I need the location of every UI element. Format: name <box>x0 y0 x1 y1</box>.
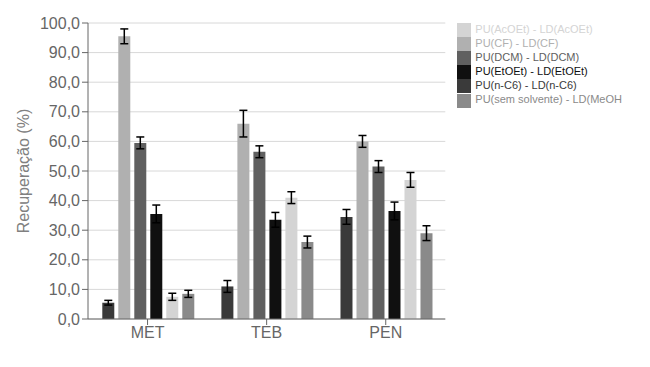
html-text:PU(EtOEt) - LD(EtOEt): PU(EtOEt) - LD(EtOEt) <box>475 65 588 78</box>
svg-text:10,0: 10,0 <box>49 281 80 298</box>
svg-text:80,0: 80,0 <box>49 74 80 91</box>
svg-text:0,0: 0,0 <box>58 311 80 328</box>
svg-text:30,0: 30,0 <box>49 222 80 239</box>
svg-text:MET: MET <box>131 324 165 341</box>
svg-text:100,0: 100,0 <box>40 15 80 32</box>
html-text:PU(CF) - LD(CF): PU(CF) - LD(CF) <box>475 37 559 50</box>
svg-text:40,0: 40,0 <box>49 192 80 209</box>
svg-text:Recuperação (%): Recuperação (%) <box>15 109 32 234</box>
html-text:PU(sem solvente) - LD(MeOH: PU(sem solvente) - LD(MeOH <box>475 93 622 106</box>
html-text:PU(AcOEt) - LD(AcOEt): PU(AcOEt) - LD(AcOEt) <box>475 23 593 35</box>
svg-text:70,0: 70,0 <box>49 103 80 120</box>
svg-text:TEB: TEB <box>251 324 282 341</box>
svg-text:20,0: 20,0 <box>49 251 80 268</box>
svg-text:60,0: 60,0 <box>49 133 80 150</box>
svg-text:90,0: 90,0 <box>49 44 80 61</box>
svg-text:PEN: PEN <box>369 324 402 341</box>
svg-text:50,0: 50,0 <box>49 163 80 180</box>
html-text:PU(DCM) - LD(DCM): PU(DCM) - LD(DCM) <box>475 51 580 64</box>
html-text:PU(n-C6) - LD(n-C6): PU(n-C6) - LD(n-C6) <box>475 79 577 92</box>
